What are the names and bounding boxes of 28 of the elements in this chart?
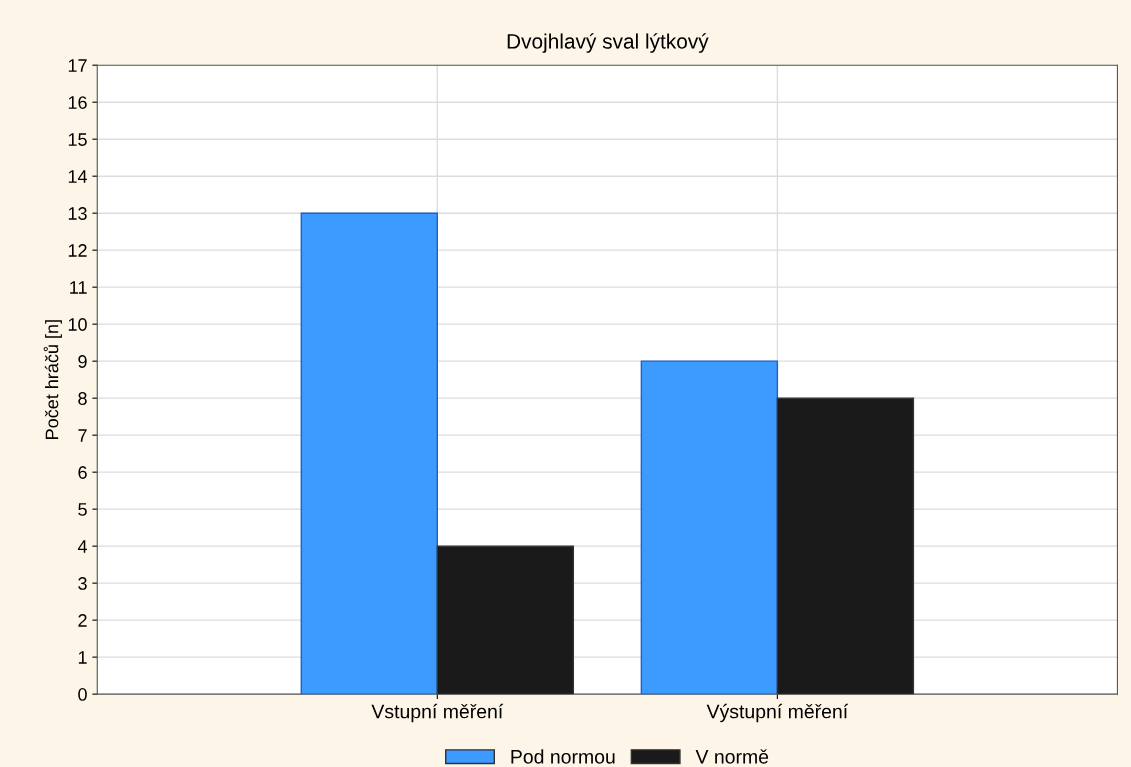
y-tick-label: 0	[78, 688, 87, 701]
x-tick-label: Výstupní měření	[706, 703, 849, 723]
legend-label: V normě	[695, 749, 769, 764]
y-tick-label: 12	[68, 244, 87, 257]
y-tick-label: 17	[68, 59, 87, 72]
y-axis-title: Počet hráčů [n]	[43, 320, 62, 439]
y-tick-label: 5	[78, 503, 87, 516]
y-tick-label: 7	[78, 429, 87, 442]
bar	[300, 212, 439, 695]
legend-label: Pod normou	[511, 749, 615, 764]
y-tick-label: 2	[78, 614, 87, 627]
y-tick-label: 10	[68, 318, 87, 331]
y-tick-label: 4	[77, 540, 88, 553]
y-tick-label: 1	[78, 651, 87, 664]
y-tick-label: 13	[68, 207, 87, 220]
y-tick-label: 6	[78, 466, 87, 479]
bar	[436, 545, 575, 695]
y-tick-label: 14	[68, 170, 88, 183]
x-tick-label: Vstupní měření	[371, 703, 504, 723]
y-tick-label: 11	[70, 281, 87, 294]
y-tick-label: 9	[78, 355, 87, 368]
y-tick-label: 16	[68, 96, 87, 109]
bar	[640, 360, 779, 695]
chart-title: Dvojhlavý sval lýtkový	[507, 33, 709, 53]
y-tick-label: 8	[78, 392, 87, 405]
y-tick-label: 3	[78, 577, 87, 590]
bar	[776, 397, 915, 695]
y-tick-label: 15	[68, 133, 87, 146]
